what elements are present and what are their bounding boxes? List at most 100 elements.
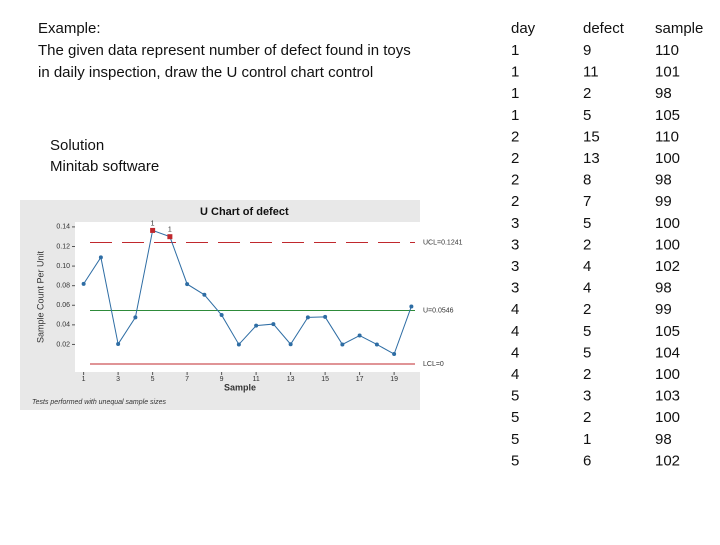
point [236,342,241,347]
point [357,333,362,338]
point [288,342,293,347]
x-tick-label: 11 [252,376,259,383]
table-cell: 5 [511,431,519,448]
y-tick-label: 0.04 [56,322,70,329]
table-cell: 5 [511,452,519,469]
table-cell: 2 [583,366,591,383]
limit-label: UCL=0.1241 [423,239,463,246]
table-cell: 99 [655,301,672,318]
chart-note: Tests performed with unequal sample size… [32,399,166,406]
solution-line: Solution [50,137,104,154]
table-cell: 100 [655,366,680,383]
point [305,315,310,320]
table-cell: 5 [583,323,591,340]
table-cell: 1 [511,64,519,81]
point [323,314,328,319]
table-cell: 105 [655,323,680,340]
table-cell: 4 [583,258,591,275]
table-cell: 5 [511,409,519,426]
point [219,313,224,318]
table-cell: 4 [583,280,591,297]
table-cell: 2 [511,150,519,167]
table-cell: 2 [511,193,519,210]
table-cell: 7 [583,193,591,210]
x-tick-label: 15 [321,376,329,383]
table-cell: 6 [583,452,591,469]
intro-line: The given data represent number of defec… [38,42,411,59]
table-cell: 2 [511,128,519,145]
point [374,342,379,347]
y-tick-label: 0.08 [56,283,70,290]
table-cell: 11 [583,64,599,81]
point [254,323,259,328]
flag-label: 1 [168,227,172,234]
table-cell: 110 [655,128,679,145]
y-tick-label: 0.12 [56,243,70,250]
table-cell: 4 [511,344,519,361]
flag-label: 1 [151,220,155,227]
table-cell: 3 [583,388,591,405]
table-cell: 100 [655,409,680,426]
table-cell: 99 [655,193,672,210]
table-cell: 4 [511,301,519,318]
table-cell: 1 [583,431,591,448]
table-cell: 1 [511,85,519,102]
table-cell: 2 [511,172,519,189]
table-cell: 5 [583,215,591,232]
x-tick-label: 1 [82,376,86,383]
table-cell: 102 [655,452,680,469]
table-cell: 103 [655,388,680,405]
x-tick-label: 5 [151,376,155,383]
x-tick-label: 13 [287,376,295,383]
table-cell: 13 [583,150,600,167]
table-cell: 1 [511,42,519,59]
table-cell: 3 [511,215,519,232]
table-cell: 104 [655,344,680,361]
table-cell: 2 [583,236,591,253]
table-cell: 8 [583,172,591,189]
flagged-point [167,234,173,240]
point [409,304,414,309]
y-axis-label: Sample Count Per Unit [35,250,45,343]
table-cell: 98 [655,85,672,102]
chart-title: U Chart of defect [200,206,289,218]
point [392,352,397,357]
point [340,342,345,347]
table-cell: 5 [583,107,591,124]
table-cell: 100 [655,150,680,167]
x-tick-label: 9 [220,376,224,383]
table-cell: 3 [511,280,519,297]
solution-line: Minitab software [50,158,159,175]
table-cell: 1 [511,107,519,124]
y-tick-label: 0.10 [56,263,70,270]
flagged-point [150,227,156,233]
point [185,282,190,287]
table-cell: 105 [655,107,680,124]
table-cell: 4 [511,323,519,340]
table-cell: 100 [655,215,680,232]
plot-area [75,222,420,372]
table-cell: 100 [655,236,680,253]
table-cell: 9 [583,42,591,59]
x-tick-label: 19 [390,376,398,383]
table-cell: 3 [511,258,519,275]
y-tick-label: 0.14 [56,224,70,231]
table-header: day [511,20,536,37]
table-cell: 98 [655,172,672,189]
x-axis-label: Sample [224,382,256,392]
table-cell: 110 [655,42,679,59]
intro-line: Example: [38,20,101,37]
table-cell: 5 [511,388,519,405]
x-tick-label: 7 [185,376,189,383]
y-tick-label: 0.06 [56,302,70,309]
point [271,322,276,327]
table-cell: 4 [511,366,519,383]
table-cell: 101 [655,64,680,81]
limit-label: LCL=0 [423,361,444,368]
point [133,315,138,320]
table-cell: 102 [655,258,680,275]
y-tick-label: 0.02 [56,341,70,348]
table-header: defect [583,20,625,37]
table-cell: 98 [655,431,672,448]
